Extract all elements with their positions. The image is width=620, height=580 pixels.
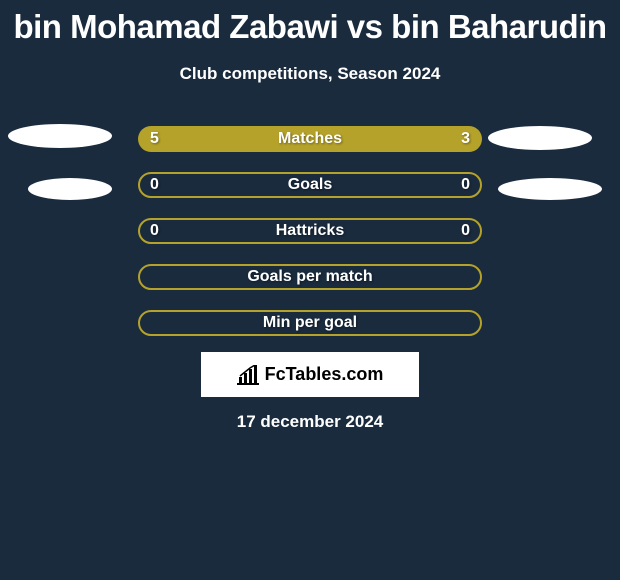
metric-value-left: 0 <box>150 172 159 198</box>
metric-label: Hattricks <box>138 218 482 244</box>
metric-value-right: 3 <box>461 126 470 152</box>
metric-value-right: 0 <box>461 172 470 198</box>
page-subtitle: Club competitions, Season 2024 <box>0 64 620 84</box>
decor-ellipse <box>8 124 112 148</box>
page-title: bin Mohamad Zabawi vs bin Baharudin <box>0 0 620 46</box>
metric-label: Min per goal <box>138 310 482 336</box>
brand-logo[interactable]: FcTables.com <box>201 352 419 397</box>
metric-row: Goals per match <box>0 264 620 290</box>
metric-row: Min per goal <box>0 310 620 336</box>
metrics-area: Matches53Goals00Hattricks00Goals per mat… <box>0 126 620 336</box>
decor-ellipse <box>28 178 112 200</box>
stats-card: bin Mohamad Zabawi vs bin Baharudin Club… <box>0 0 620 580</box>
metric-value-right: 0 <box>461 218 470 244</box>
metric-label: Goals <box>138 172 482 198</box>
brand-logo-text: FcTables.com <box>265 364 384 385</box>
metric-value-left: 5 <box>150 126 159 152</box>
metric-row: Hattricks0 0 <box>0 218 620 244</box>
footer-date: 17 december 2024 <box>0 412 620 432</box>
metric-label: Matches <box>138 126 482 152</box>
chart-icon <box>237 365 259 385</box>
decor-ellipse <box>498 178 602 200</box>
metric-label: Goals per match <box>138 264 482 290</box>
metric-value-left: 0 <box>150 218 159 244</box>
decor-ellipse <box>488 126 592 150</box>
